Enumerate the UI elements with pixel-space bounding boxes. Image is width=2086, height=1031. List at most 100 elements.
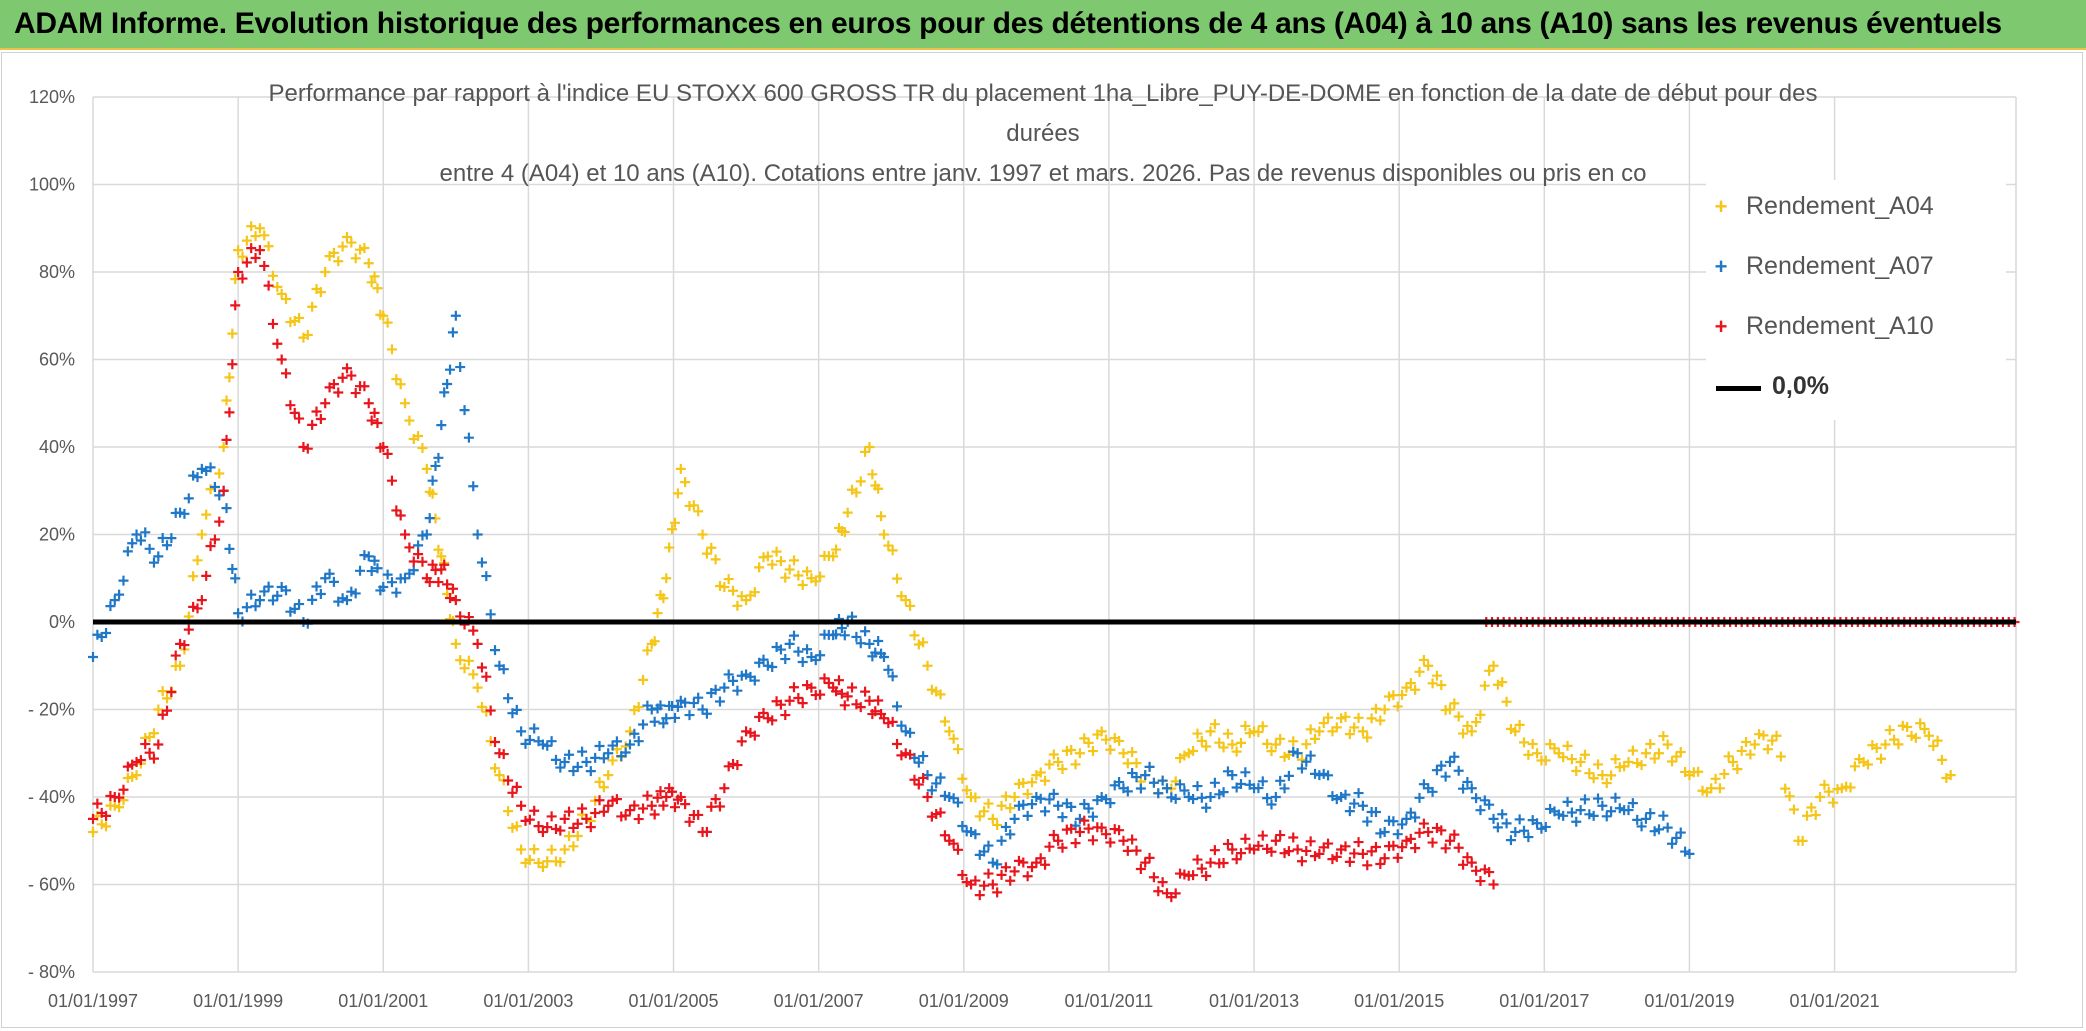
point-a04	[864, 442, 875, 452]
point-a07	[873, 636, 884, 647]
point-a07	[101, 628, 112, 639]
y-tick-label: 0%	[49, 612, 75, 632]
point-a10	[1331, 851, 1342, 862]
point-a10	[1222, 838, 1233, 849]
point-a07	[1114, 777, 1125, 788]
point-a07	[250, 601, 261, 612]
point-a10	[546, 811, 557, 822]
point-a04	[1074, 748, 1085, 759]
point-a04	[1645, 738, 1656, 749]
point-a04	[1810, 810, 1821, 821]
point-a04	[391, 374, 402, 385]
point-a07	[1257, 776, 1268, 787]
point-a04	[572, 831, 583, 841]
legend-item-a07: + Rendement_A07	[1706, 248, 2006, 288]
point-a10	[1475, 876, 1486, 887]
point-a10	[658, 800, 669, 811]
point-a10	[1066, 823, 1077, 834]
point-a10	[775, 699, 786, 710]
point-a10	[979, 880, 990, 891]
point-a10	[1053, 835, 1064, 846]
point-a07	[1427, 786, 1438, 797]
point-a10	[382, 448, 393, 459]
point-a07	[710, 684, 721, 695]
report-banner: ADAM Informe. Evolution historique des p…	[0, 0, 2086, 50]
point-a10	[1105, 837, 1116, 848]
point-a07	[1053, 800, 1064, 811]
point-a10	[667, 786, 678, 797]
point-a04	[413, 430, 424, 441]
point-a10	[476, 662, 487, 673]
x-tick-label: 01/01/2003	[483, 991, 573, 1011]
point-a07	[680, 697, 691, 708]
point-a10	[427, 559, 438, 570]
point-a10	[749, 730, 760, 741]
legend-item-a10: + Rendement_A10	[1706, 308, 2006, 348]
point-a07	[224, 543, 235, 554]
point-a04	[542, 856, 553, 867]
point-a04	[905, 600, 916, 611]
point-a07	[366, 566, 377, 577]
point-a04	[828, 551, 839, 562]
point-a07	[1462, 776, 1473, 787]
point-a04	[1714, 783, 1725, 794]
point-a10	[1005, 875, 1016, 886]
point-a04	[983, 798, 994, 809]
point-a04	[1105, 744, 1116, 755]
point-a04	[1876, 753, 1887, 764]
point-a10	[590, 808, 601, 819]
point-a07	[1018, 799, 1029, 810]
point-a04	[1370, 703, 1381, 714]
point-a07	[1488, 813, 1499, 824]
point-a10	[1405, 833, 1416, 844]
point-a10	[1353, 837, 1364, 848]
point-a10	[996, 869, 1007, 880]
point-a10	[1057, 842, 1068, 853]
x-tick-label: 01/01/2007	[774, 991, 864, 1011]
point-a10	[276, 354, 287, 365]
point-a10	[706, 801, 717, 812]
point-a04	[728, 585, 739, 596]
point-a04	[867, 469, 878, 480]
point-a04	[1340, 711, 1351, 722]
point-a04	[754, 562, 765, 573]
point-a04	[559, 844, 570, 855]
point-a10	[413, 549, 424, 560]
point-a04	[1083, 737, 1094, 748]
point-a04	[1431, 670, 1442, 681]
point-a10	[1096, 822, 1107, 833]
point-a04	[762, 551, 773, 562]
point-a04	[537, 862, 548, 872]
point-a04	[1862, 759, 1873, 770]
point-a07	[413, 540, 424, 551]
point-a07	[241, 602, 252, 613]
y-tick-label: - 60%	[28, 875, 75, 895]
point-a04	[196, 529, 207, 540]
point-a07	[661, 713, 672, 724]
point-a04	[546, 844, 557, 855]
point-a04	[433, 544, 444, 555]
point-a07	[585, 766, 596, 777]
point-a04	[1449, 698, 1460, 709]
point-a07	[701, 708, 712, 719]
point-a07	[1444, 757, 1455, 767]
point-a04	[101, 821, 112, 832]
point-a07	[1349, 798, 1360, 809]
point-a10	[1292, 844, 1303, 855]
point-a07	[1266, 799, 1277, 810]
point-a07	[839, 630, 850, 641]
point-a07	[896, 720, 907, 731]
point-a07	[1579, 794, 1590, 805]
point-a07	[1392, 829, 1403, 840]
point-a04	[1928, 740, 1939, 751]
point-a04	[1070, 759, 1081, 770]
point-a07	[1009, 813, 1020, 824]
point-a10	[1340, 841, 1351, 852]
point-a04	[1044, 759, 1055, 770]
point-a10	[267, 318, 278, 329]
point-a07	[1305, 750, 1316, 761]
point-a10	[114, 792, 125, 803]
point-a07	[1601, 811, 1612, 822]
point-a07	[1362, 816, 1373, 827]
point-a04	[979, 806, 990, 817]
